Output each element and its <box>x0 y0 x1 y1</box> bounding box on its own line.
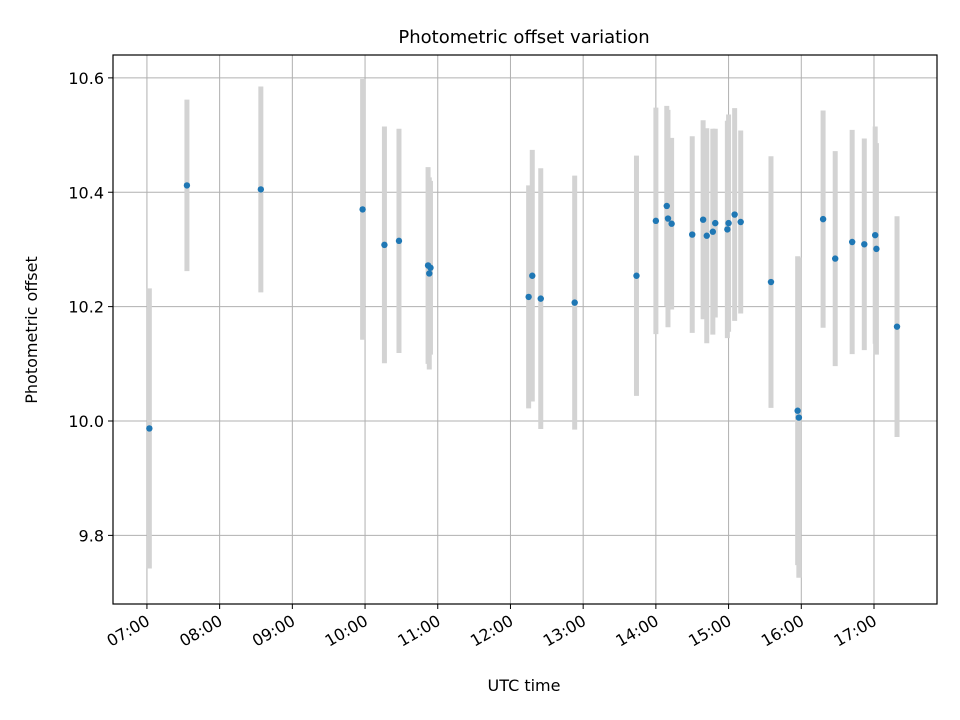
data-point <box>848 238 856 246</box>
x-tick-label: 16:00 <box>758 611 807 651</box>
data-point <box>146 425 153 432</box>
data-point <box>395 237 403 245</box>
data-point <box>795 414 803 421</box>
data-point <box>737 218 744 226</box>
y-axis-title: Photometric offset <box>22 256 41 404</box>
y-tick-label: 10.4 <box>68 183 104 202</box>
data-point <box>725 219 732 227</box>
data-point <box>709 228 717 235</box>
data-point <box>819 215 827 223</box>
data-point <box>668 220 675 227</box>
data-point <box>873 245 880 253</box>
data-point <box>767 278 775 286</box>
y-tick-label: 10.6 <box>68 69 104 88</box>
x-tick-label: 09:00 <box>249 611 298 651</box>
data-point <box>525 293 532 301</box>
grid <box>113 55 937 604</box>
data-point <box>652 217 660 225</box>
data-point <box>426 270 433 277</box>
errorbars <box>146 79 900 578</box>
x-tick-label: 12:00 <box>467 611 516 651</box>
x-tick-label: 17:00 <box>831 611 880 651</box>
data-points <box>146 182 901 432</box>
x-tick-label: 11:00 <box>394 611 443 651</box>
x-axis-title: UTC time <box>488 676 561 695</box>
data-point <box>832 255 839 262</box>
x-tick-label: 13:00 <box>540 611 589 651</box>
y-tick-label: 9.8 <box>79 526 104 545</box>
y-tick-label: 10.0 <box>68 412 104 431</box>
data-point <box>699 216 707 223</box>
data-point <box>663 202 670 210</box>
plot-frame <box>112 54 938 605</box>
data-point <box>794 407 801 414</box>
data-point <box>731 211 738 218</box>
data-point <box>257 186 265 193</box>
data-point <box>183 182 191 189</box>
x-tick-label: 07:00 <box>103 611 152 651</box>
x-tick-label: 10:00 <box>322 611 371 651</box>
data-point <box>529 272 536 279</box>
x-tick-label: 08:00 <box>176 611 225 651</box>
data-point <box>861 241 868 248</box>
data-point <box>633 272 640 279</box>
ticks: 07:00 08:00 09:00 10:00 11:00 12:00 13:00 14:00… <box>68 69 880 651</box>
y-tick-label: 10.2 <box>68 298 104 317</box>
data-point <box>664 215 672 222</box>
data-point <box>724 226 731 233</box>
x-tick-label: 14:00 <box>612 611 661 651</box>
chart-title: Photometric offset variation <box>398 27 649 48</box>
data-point <box>381 241 388 249</box>
data-point <box>359 206 366 213</box>
data-point <box>537 295 544 302</box>
data-point <box>893 323 901 330</box>
data-point <box>872 231 879 239</box>
data-point <box>689 231 696 238</box>
data-point <box>427 264 434 271</box>
data-point <box>712 219 719 227</box>
x-tick-label: 15:00 <box>685 611 734 651</box>
data-point <box>571 299 578 306</box>
data-point <box>703 232 710 239</box>
